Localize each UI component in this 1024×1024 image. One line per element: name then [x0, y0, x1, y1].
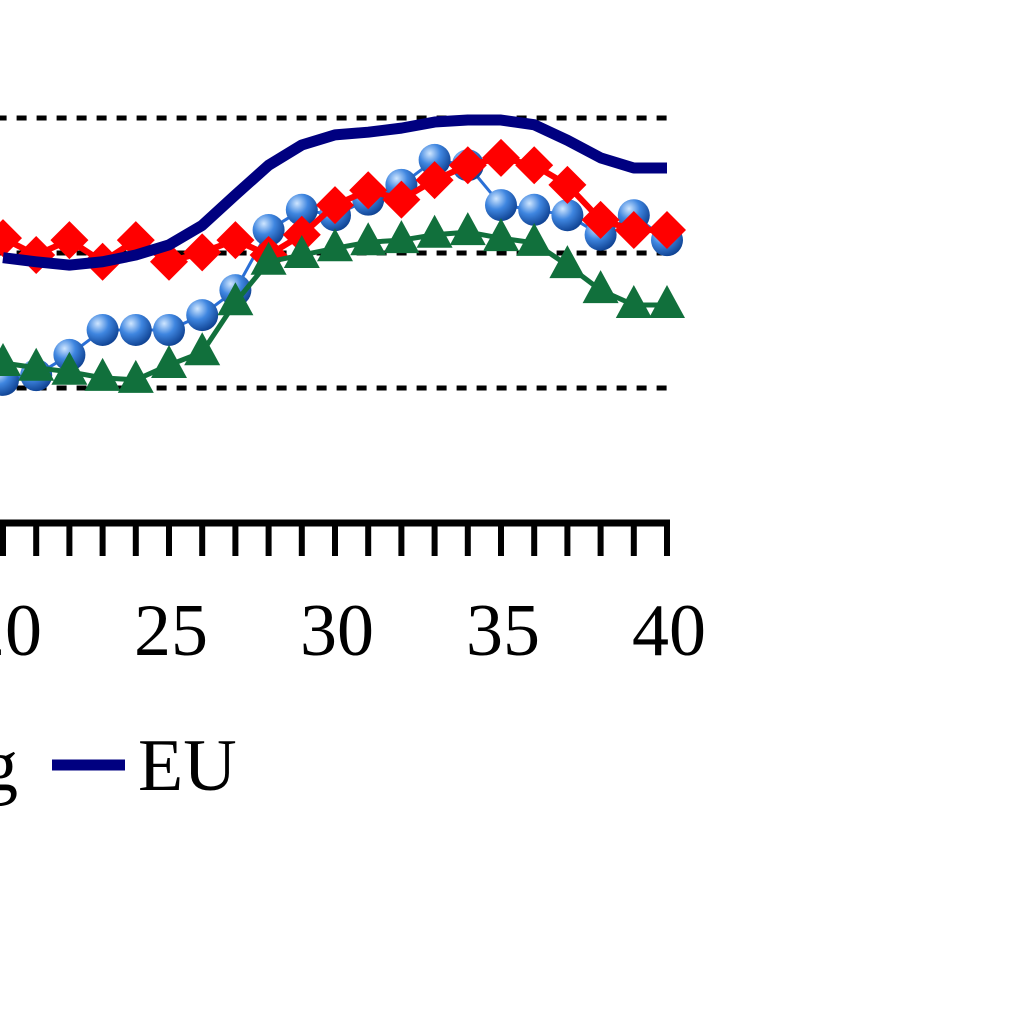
- point: [382, 180, 421, 219]
- point: [649, 284, 685, 318]
- point: [483, 218, 519, 252]
- point: [614, 211, 653, 250]
- x-tick-label: 35: [466, 590, 540, 672]
- point: [416, 214, 453, 248]
- point: [648, 211, 686, 250]
- point: [50, 221, 89, 260]
- point: [349, 171, 388, 210]
- point: [0, 343, 21, 377]
- point: [317, 228, 353, 262]
- point: [84, 357, 121, 391]
- x-tick-label: 20: [0, 590, 42, 672]
- point: [51, 351, 88, 385]
- point: [184, 332, 221, 366]
- point: [217, 282, 254, 316]
- point: [117, 359, 154, 393]
- point: [383, 220, 420, 254]
- x-tick-label: 25: [134, 590, 208, 672]
- point: [350, 222, 387, 256]
- point: [515, 146, 554, 185]
- point: [282, 215, 321, 254]
- point: [183, 233, 222, 272]
- point: [186, 299, 219, 332]
- point: [518, 193, 551, 226]
- point: [551, 199, 584, 232]
- point: [448, 146, 487, 185]
- point: [153, 313, 185, 346]
- point: [516, 222, 553, 256]
- point: [449, 212, 486, 246]
- point: [151, 345, 187, 379]
- point: [316, 186, 354, 225]
- point: [415, 161, 454, 200]
- point: [548, 165, 587, 204]
- point: [418, 143, 451, 176]
- point: [216, 221, 255, 260]
- point: [485, 189, 517, 222]
- x-tick-label: 30: [300, 590, 374, 672]
- point: [119, 313, 152, 346]
- point: [0, 219, 22, 258]
- legend-label: g: [0, 725, 18, 807]
- point: [581, 200, 620, 239]
- series-line: [2, 114, 667, 271]
- point: [283, 235, 320, 269]
- point: [615, 284, 652, 318]
- x-tick-label: 40: [632, 590, 706, 672]
- point: [482, 138, 520, 177]
- point: [582, 270, 619, 304]
- point: [86, 313, 119, 346]
- point: [250, 241, 287, 275]
- point: [285, 193, 318, 226]
- legend-label: EU: [138, 725, 237, 807]
- point: [18, 347, 55, 381]
- point: [549, 245, 586, 279]
- point: [252, 214, 285, 247]
